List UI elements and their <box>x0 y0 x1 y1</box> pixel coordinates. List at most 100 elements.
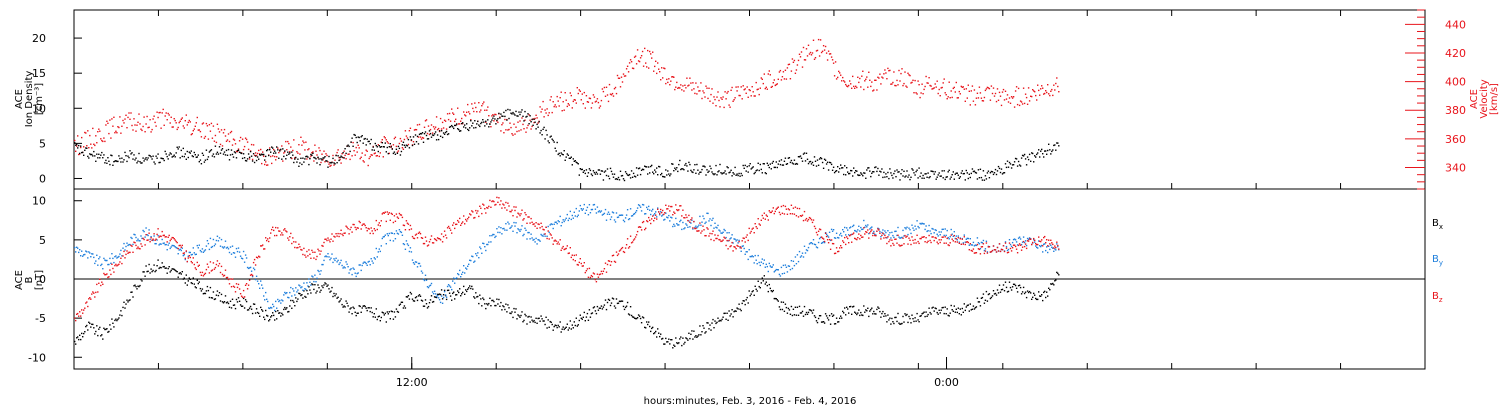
bz-point <box>652 215 654 217</box>
ion-density-point <box>628 173 631 176</box>
by-point <box>974 244 977 246</box>
ion-density-point <box>942 177 944 179</box>
ion-density-point <box>632 172 635 175</box>
bz-point <box>703 229 705 231</box>
ion-density-point <box>318 158 320 160</box>
bz-point <box>718 238 720 241</box>
by-point <box>372 262 374 264</box>
ion-density-point <box>820 157 823 160</box>
by-point <box>426 286 429 288</box>
velocity-point <box>991 92 994 95</box>
bz-point <box>820 236 823 238</box>
velocity-point <box>862 70 864 72</box>
velocity-point <box>900 72 902 75</box>
bz-point <box>370 227 372 229</box>
velocity-point <box>445 128 448 130</box>
by-point <box>345 261 347 263</box>
bx-point <box>797 314 800 316</box>
velocity-point <box>815 50 818 52</box>
bz-point <box>742 237 744 239</box>
ion-density-point <box>562 154 564 156</box>
by-point <box>958 241 960 243</box>
velocity-point <box>629 59 632 61</box>
velocity-point <box>351 155 353 157</box>
bx-point <box>88 321 90 323</box>
bx-point <box>660 333 662 335</box>
ion-density-point <box>174 156 176 158</box>
by-point <box>320 270 322 272</box>
velocity-point <box>578 89 580 91</box>
bz-point <box>96 283 98 286</box>
bz-point <box>889 239 891 241</box>
bx-point <box>156 265 158 267</box>
velocity-point <box>342 157 344 159</box>
bx-point <box>845 314 847 316</box>
by-point <box>707 212 709 215</box>
bz-point <box>696 230 698 232</box>
bx-point <box>822 321 825 323</box>
velocity-point <box>435 116 438 118</box>
ion-density-point <box>544 138 546 140</box>
bz-point <box>590 274 593 277</box>
bz-point <box>641 221 644 224</box>
velocity-point <box>215 141 218 144</box>
by-point <box>494 236 496 239</box>
velocity-point <box>233 139 236 141</box>
bz-point <box>892 242 894 245</box>
velocity-point <box>449 120 452 122</box>
velocity-point <box>131 124 133 127</box>
ion-density-point <box>86 147 88 149</box>
velocity-point <box>895 85 897 87</box>
ion-density-point <box>218 146 221 148</box>
velocity-point <box>553 105 555 108</box>
velocity-point <box>736 90 738 92</box>
bz-point <box>482 203 484 205</box>
ion-density-point <box>1058 145 1060 147</box>
bz-point <box>500 200 502 202</box>
velocity-point <box>1031 95 1033 98</box>
bz-point <box>603 268 606 270</box>
ion-density-point <box>1041 148 1043 151</box>
by-point <box>729 238 731 240</box>
velocity-point <box>281 145 283 147</box>
ion-density-point <box>624 171 627 173</box>
bz-point <box>813 225 816 228</box>
bx-point <box>185 274 187 276</box>
bx-point <box>913 320 915 323</box>
bx-point <box>100 335 102 337</box>
velocity-point <box>1008 97 1011 99</box>
velocity-point <box>419 136 422 138</box>
bz-point <box>610 261 613 263</box>
ion-density-point <box>176 146 178 148</box>
velocity-point <box>603 86 606 89</box>
ion-density-point <box>304 158 306 160</box>
ion-density-point <box>129 150 131 152</box>
by-point <box>741 245 743 248</box>
bx-point <box>796 306 799 308</box>
bx-point <box>666 341 668 343</box>
ion-density-point <box>123 159 125 161</box>
by-point <box>588 204 591 206</box>
ion-density-point <box>925 173 927 175</box>
by-point <box>101 263 103 265</box>
by-point <box>89 252 91 254</box>
ion-density-point <box>1003 172 1006 174</box>
bz-point <box>563 248 565 251</box>
bz-point <box>649 219 651 221</box>
bx-point <box>1045 296 1047 299</box>
by-point <box>529 238 531 240</box>
bx-point <box>1017 285 1020 287</box>
bz-point <box>789 213 792 215</box>
by-point <box>773 271 775 273</box>
bz-point <box>532 223 534 226</box>
by-point <box>903 235 905 237</box>
bz-point <box>809 217 812 220</box>
velocity-point <box>324 161 326 163</box>
bz-point <box>271 228 273 231</box>
bz-point <box>410 228 413 230</box>
by-point <box>957 235 959 237</box>
bz-point <box>83 309 85 311</box>
velocity-point <box>348 153 350 155</box>
bx-point <box>770 290 772 292</box>
velocity-point <box>426 132 429 135</box>
